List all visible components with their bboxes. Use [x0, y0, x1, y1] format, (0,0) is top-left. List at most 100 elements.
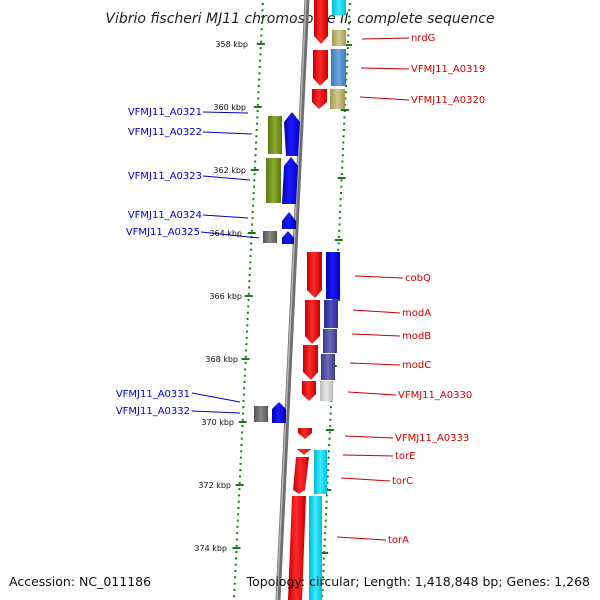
tick-dot: [342, 147, 345, 150]
gene-label-vfmj11-a0323[interactable]: VFMJ11_A0323: [128, 171, 202, 182]
tick-dot: [339, 210, 342, 213]
gene-label-tore[interactable]: torE: [395, 451, 415, 462]
gene-domain-vfmj11-a0323[interactable]: [266, 158, 281, 203]
tick-dot: [247, 292, 250, 295]
tick-dot: [344, 91, 347, 94]
gene-domain-vfmj11-a0321[interactable]: [268, 116, 282, 154]
gene-label-vfmj11-a0332[interactable]: VFMJ11_A0332: [116, 406, 190, 417]
tick-dot: [323, 544, 326, 547]
tick-dot: [246, 324, 249, 327]
gene-domain-modb[interactable]: [323, 329, 337, 353]
gene-domain-cobq[interactable]: [326, 252, 340, 299]
gene-label-cobq[interactable]: cobQ: [405, 273, 431, 284]
gene-label-nrdg[interactable]: nrdG: [411, 33, 435, 44]
tick-dot: [245, 336, 248, 339]
gene-arrow-tora[interactable]: [288, 496, 306, 600]
tick-dot: [260, 21, 263, 24]
gene-label-tora[interactable]: torA: [388, 535, 409, 546]
gene-label-vfmj11-a0324[interactable]: VFMJ11_A0324: [128, 210, 202, 221]
gene-arrow-cobq[interactable]: [307, 252, 322, 298]
tick-dot: [346, 59, 349, 62]
tick-dot: [234, 570, 237, 572]
tick-dot: [236, 532, 239, 535]
map-title: Vibrio fischeri MJ11 chromosome II, comp…: [105, 11, 494, 27]
tick-dot: [245, 343, 248, 346]
gene-domain-moda[interactable]: [324, 300, 338, 328]
gene-label-vfmj11-a0319[interactable]: VFMJ11_A0319: [411, 64, 485, 75]
tick-dot: [239, 475, 241, 478]
gene-arrow-tore[interactable]: [297, 449, 311, 455]
tick-dot: [328, 444, 331, 446]
tick-dot: [329, 412, 332, 415]
tick-dot: [254, 154, 257, 157]
gene-arrow-torc[interactable]: [293, 457, 309, 494]
gene-domain-vfmj11-a0320[interactable]: [330, 89, 345, 109]
tick-dot: [329, 425, 332, 428]
gene-domain-modc[interactable]: [321, 354, 335, 380]
gene-domain-torc[interactable]: [314, 450, 327, 494]
tick-dot: [348, 9, 351, 12]
gene-label-vfmj11-a0330[interactable]: VFMJ11_A0330: [398, 390, 472, 401]
tick-dot: [341, 160, 344, 163]
tick-dot: [339, 198, 342, 201]
tick-dot: [238, 481, 241, 484]
gene-label-vfmj11-a0321[interactable]: VFMJ11_A0321: [128, 107, 202, 118]
leader-line: [344, 435, 394, 439]
tick-dot: [347, 28, 350, 31]
gene-arrow-vfmj11-a0321[interactable]: [284, 112, 300, 156]
tick-dot: [327, 469, 330, 472]
tick-dot: [328, 431, 331, 434]
leader-line: [202, 175, 251, 181]
gene-label-vfmj11-a0333[interactable]: VFMJ11_A0333: [395, 433, 469, 444]
gene-label-modc[interactable]: modC: [402, 360, 431, 371]
gene-domain-nrdg-b[interactable]: [332, 30, 346, 46]
tick-dot: [250, 229, 253, 232]
tick-dot: [342, 129, 345, 131]
gene-domain-vfmj11-a0325[interactable]: [263, 231, 277, 243]
tick-dot: [246, 330, 248, 333]
scale-label: 366 kbp: [209, 292, 242, 301]
scale-label: 360 kbp: [213, 103, 246, 112]
gene-label-vfmj11-a0325[interactable]: VFMJ11_A0325: [126, 227, 200, 238]
tick-dot: [235, 544, 238, 547]
tick-dot: [339, 204, 342, 207]
tick-dot: [243, 374, 246, 377]
gene-arrow-vfmj11-a0331[interactable]: [272, 402, 286, 423]
tick-dot: [254, 147, 257, 150]
gene-domain-vfmj11-a0332[interactable]: [254, 406, 268, 422]
gene-arrow-vfmj11-a0333[interactable]: [298, 428, 312, 439]
tick-dot: [343, 116, 346, 119]
gene-arrow-nrdg[interactable]: [314, 0, 328, 44]
gene-label-torc[interactable]: torC: [392, 476, 413, 487]
gene-arrow-vfmj11-a0323[interactable]: [282, 157, 298, 204]
gene-label-modb[interactable]: modB: [402, 331, 431, 342]
gene-arrow-moda[interactable]: [305, 300, 320, 344]
gene-arrow-vfmj11-a0320[interactable]: [312, 89, 327, 109]
leader-line: [202, 214, 249, 219]
gene-domain-tora[interactable]: [309, 496, 322, 600]
tick-dot: [330, 406, 332, 409]
gene-arrow-vfmj11-a0330[interactable]: [302, 381, 316, 401]
leader-line: [354, 275, 404, 279]
gene-arrow-vfmj11-a0319[interactable]: [313, 50, 328, 86]
tick-dot: [322, 563, 325, 566]
tick-dot: [347, 21, 350, 24]
gene-arrow-modb[interactable]: [303, 345, 318, 380]
tick-dot: [259, 53, 262, 56]
gene-arrow-vfmj11-a0324[interactable]: [282, 212, 296, 229]
tick-dot: [326, 475, 329, 478]
tick-dot: [344, 103, 347, 106]
tick-dot: [261, 3, 264, 5]
gene-label-vfmj11-a0320[interactable]: VFMJ11_A0320: [411, 95, 485, 106]
gene-domain-vfmj11-a0319[interactable]: [331, 49, 346, 86]
gene-label-vfmj11-a0322[interactable]: VFMJ11_A0322: [128, 127, 202, 138]
leader-line: [352, 309, 401, 314]
gene-arrow-vfmj11-a0325[interactable]: [282, 231, 294, 244]
gene-domain-nrdg-a[interactable]: [332, 0, 346, 15]
tick-dot: [341, 166, 344, 169]
scale-label: 374 kbp: [194, 544, 227, 553]
gene-label-vfmj11-a0331[interactable]: VFMJ11_A0331: [116, 389, 190, 400]
tick-dot: [327, 462, 330, 465]
gene-domain-vfmj11-a0330[interactable]: [320, 381, 333, 401]
gene-label-moda[interactable]: modA: [402, 308, 431, 319]
